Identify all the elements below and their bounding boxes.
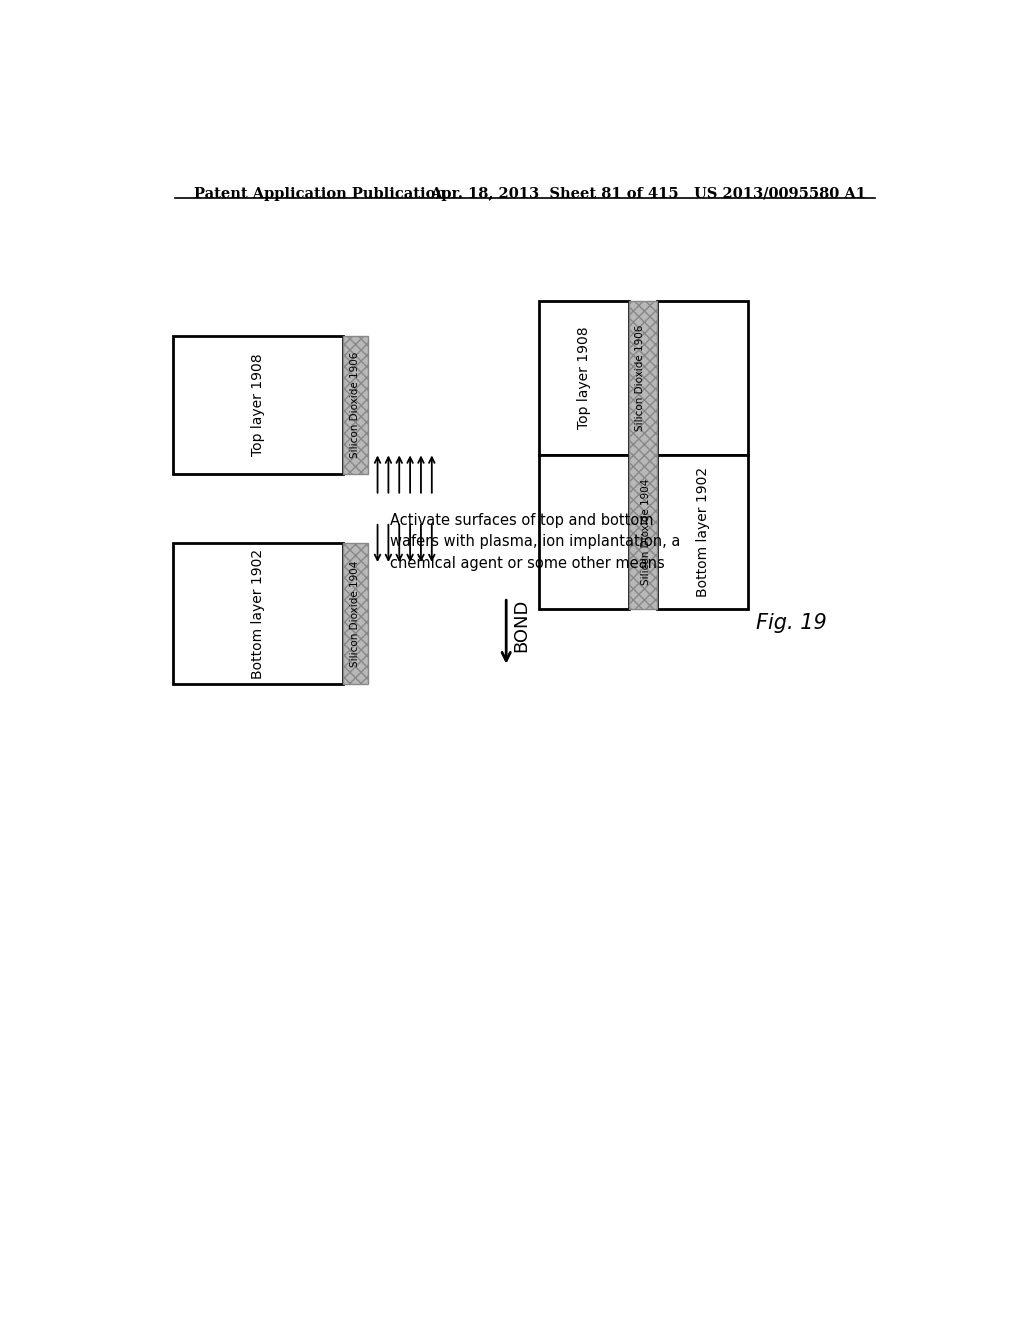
Text: Bottom layer 1902: Bottom layer 1902 xyxy=(695,467,710,597)
Bar xyxy=(657,301,748,455)
Bar xyxy=(539,301,630,455)
Bar xyxy=(173,335,343,474)
Text: Patent Application Publication: Patent Application Publication xyxy=(194,187,445,201)
Text: wafers with plasma, ion implantation, a: wafers with plasma, ion implantation, a xyxy=(390,535,680,549)
Bar xyxy=(173,544,343,684)
Bar xyxy=(343,544,369,684)
Text: Silicon Dioxide 1904: Silicon Dioxide 1904 xyxy=(350,560,360,667)
Bar xyxy=(343,335,369,474)
Text: chemical agent or some other means: chemical agent or some other means xyxy=(390,556,665,570)
Text: Silicon Dioxide 1904: Silicon Dioxide 1904 xyxy=(641,479,651,585)
Text: Silicon Dioxide 1906: Silicon Dioxide 1906 xyxy=(635,325,645,432)
Text: Apr. 18, 2013  Sheet 81 of 415: Apr. 18, 2013 Sheet 81 of 415 xyxy=(430,187,679,201)
Text: Bottom layer 1902: Bottom layer 1902 xyxy=(251,548,265,678)
Text: Top layer 1908: Top layer 1908 xyxy=(578,326,591,429)
Bar xyxy=(630,301,657,609)
Bar xyxy=(539,455,630,609)
Text: BOND: BOND xyxy=(512,599,530,652)
Text: Activate surfaces of top and bottom: Activate surfaces of top and bottom xyxy=(390,512,653,528)
Text: Fig. 19: Fig. 19 xyxy=(756,612,826,632)
Text: Silicon Dioxide 1906: Silicon Dioxide 1906 xyxy=(350,351,360,458)
Bar xyxy=(657,455,748,609)
Text: US 2013/0095580 A1: US 2013/0095580 A1 xyxy=(693,187,865,201)
Text: Top layer 1908: Top layer 1908 xyxy=(251,354,265,457)
